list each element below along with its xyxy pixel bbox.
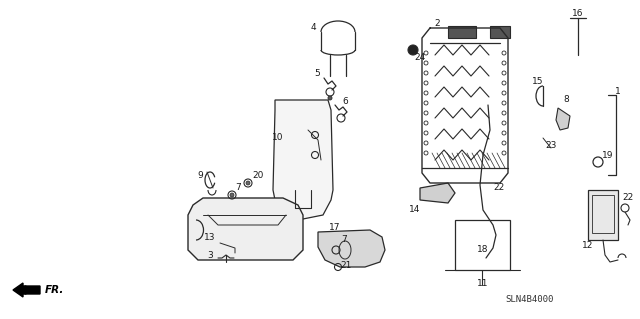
Text: 6: 6 [342,98,348,107]
Text: 4: 4 [310,23,316,32]
Text: 5: 5 [314,70,320,78]
Text: 13: 13 [204,234,216,242]
Text: 7: 7 [235,182,241,191]
Text: 15: 15 [532,78,544,86]
Polygon shape [556,108,570,130]
Text: 17: 17 [329,224,340,233]
Text: 18: 18 [477,246,489,255]
Bar [588,190,618,240]
Circle shape [246,181,250,185]
Text: 22: 22 [622,194,634,203]
Text: 2: 2 [434,19,440,28]
Bar [490,26,510,38]
Text: 16: 16 [572,10,584,19]
Text: 24: 24 [414,54,426,63]
Text: 22: 22 [493,183,504,192]
Bar [592,195,614,233]
Text: SLN4B4000: SLN4B4000 [506,295,554,305]
Circle shape [408,45,418,55]
Text: 21: 21 [340,261,352,270]
Text: 20: 20 [252,172,264,181]
FancyArrow shape [13,283,40,297]
Polygon shape [420,183,455,203]
Text: 14: 14 [410,205,420,214]
Text: 7: 7 [341,235,347,244]
Text: 19: 19 [602,151,614,160]
Text: 11: 11 [477,278,489,287]
Circle shape [328,96,332,100]
Polygon shape [273,100,333,220]
Text: FR.: FR. [45,285,65,295]
Text: 3: 3 [207,250,213,259]
Circle shape [230,193,234,197]
Text: 9: 9 [197,170,203,180]
Polygon shape [188,198,303,260]
Polygon shape [318,230,385,267]
Text: 23: 23 [545,140,557,150]
Text: 12: 12 [582,241,594,250]
Text: 8: 8 [563,95,569,105]
Bar [448,26,476,38]
Bar [455,220,510,270]
Text: 10: 10 [272,133,284,143]
Text: 1: 1 [615,87,621,97]
